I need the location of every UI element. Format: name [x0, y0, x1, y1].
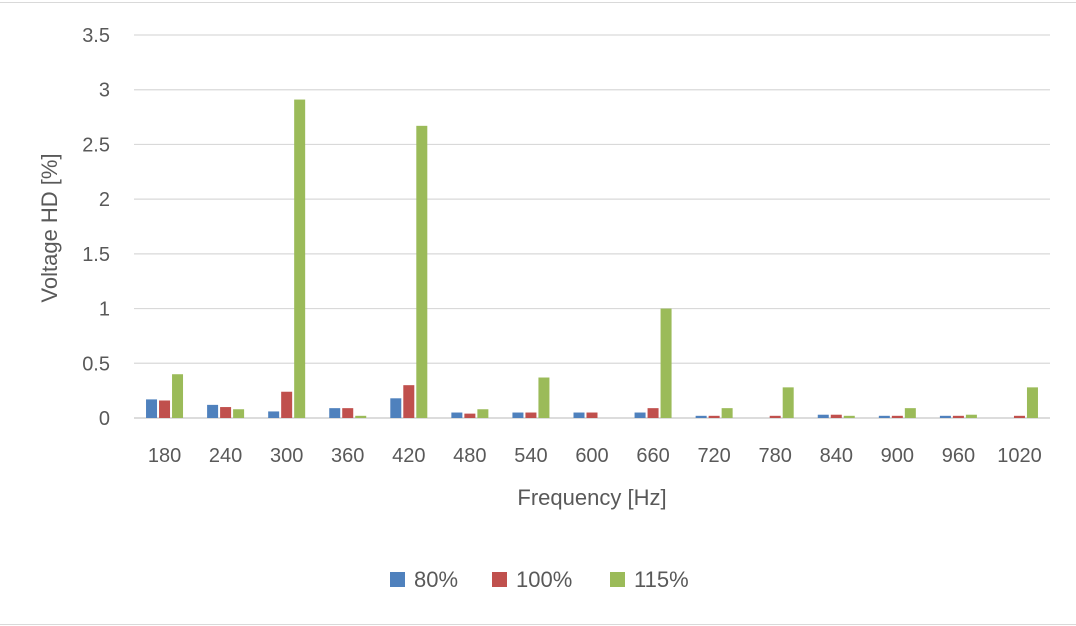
x-tick-label: 900	[881, 445, 914, 467]
bar-115pct-780	[782, 387, 794, 418]
x-tick-label: 300	[270, 445, 303, 467]
frame-top-border	[0, 2, 1076, 3]
bar-80pct-300	[268, 411, 280, 418]
bar-80pct-480	[451, 412, 463, 418]
bar-100pct-180	[159, 400, 171, 418]
bar-80pct-720	[695, 415, 707, 418]
y-tick-label: 1	[99, 299, 110, 321]
bar-100pct-360	[342, 408, 354, 418]
y-tick-label: 1.5	[82, 244, 110, 266]
y-axis-ticks: 0 0.5 1 1.5 2 2.5 3 3.5	[82, 25, 110, 430]
x-tick-label: 420	[392, 445, 425, 467]
legend-label: 115%	[634, 567, 689, 592]
legend-swatch	[492, 572, 507, 587]
x-tick-label: 660	[636, 445, 669, 467]
y-axis-title: Voltage HD [%]	[37, 153, 62, 302]
bar-115pct-960	[965, 414, 977, 418]
x-tick-label: 180	[148, 445, 181, 467]
legend-swatch	[390, 572, 405, 587]
legend-label: 80%	[414, 567, 458, 592]
x-tick-label: 960	[942, 445, 975, 467]
y-tick-label: 2	[99, 189, 110, 211]
bar-80pct-600	[573, 412, 585, 418]
bar-80pct-240	[207, 404, 219, 418]
bar-100pct-960	[952, 415, 964, 418]
bars	[146, 99, 1038, 418]
bar-100pct-300	[281, 391, 293, 418]
bar-100pct-540	[525, 412, 537, 418]
bar-100pct-420	[403, 385, 415, 418]
bar-80pct-900	[878, 415, 890, 418]
bar-115pct-300	[294, 99, 306, 418]
gridlines	[134, 34, 1050, 419]
bar-115pct-720	[721, 408, 733, 418]
bar-100pct-1020	[1013, 415, 1025, 418]
bar-115pct-840	[843, 415, 855, 418]
bar-115pct-480	[477, 409, 489, 418]
bar-115pct-900	[904, 408, 916, 418]
x-tick-label: 240	[209, 445, 242, 467]
bar-100pct-240	[220, 407, 232, 418]
bar-115pct-180	[172, 374, 184, 418]
bar-100pct-780	[769, 415, 781, 418]
legend-swatch	[610, 572, 625, 587]
y-tick-label: 3.5	[82, 25, 110, 47]
bar-115pct-1020	[1026, 387, 1038, 418]
bar-80pct-540	[512, 412, 524, 418]
bar-80pct-960	[939, 415, 951, 418]
bar-115pct-540	[538, 377, 550, 418]
x-axis-ticks: 180 240 300 360 420 480 540 600 660 720 780 840 900 9…	[148, 445, 1042, 467]
bar-80pct-180	[146, 399, 158, 418]
bar-100pct-840	[830, 414, 842, 418]
bar-80pct-420	[390, 398, 402, 418]
x-tick-label: 720	[697, 445, 730, 467]
y-tick-label: 0.5	[82, 353, 110, 375]
bar-100pct-600	[586, 412, 598, 418]
bar-115pct-240	[233, 409, 245, 418]
bar-80pct-660	[634, 412, 646, 418]
bar-80pct-840	[817, 414, 829, 418]
bar-80pct-360	[329, 408, 341, 418]
bar-100pct-660	[647, 408, 659, 418]
frame-bottom-border	[0, 624, 1076, 625]
x-tick-label: 600	[575, 445, 608, 467]
bar-100pct-900	[891, 415, 903, 418]
y-tick-label: 0	[99, 408, 110, 430]
legend: 80% 100% 115%	[390, 567, 689, 592]
y-tick-label: 2.5	[82, 134, 110, 156]
x-axis-title: Frequency [Hz]	[517, 485, 666, 510]
x-tick-label: 1020	[997, 445, 1042, 467]
x-tick-label: 480	[453, 445, 486, 467]
x-tick-label: 780	[759, 445, 792, 467]
bar-100pct-720	[708, 415, 720, 418]
bar-115pct-420	[416, 125, 428, 418]
bar-100pct-480	[464, 413, 476, 418]
x-tick-label: 840	[820, 445, 853, 467]
x-tick-label: 360	[331, 445, 364, 467]
y-tick-label: 3	[99, 80, 110, 102]
x-tick-label: 540	[514, 445, 547, 467]
bar-115pct-660	[660, 308, 672, 418]
bar-115pct-360	[355, 415, 367, 418]
legend-label: 100%	[516, 567, 572, 592]
